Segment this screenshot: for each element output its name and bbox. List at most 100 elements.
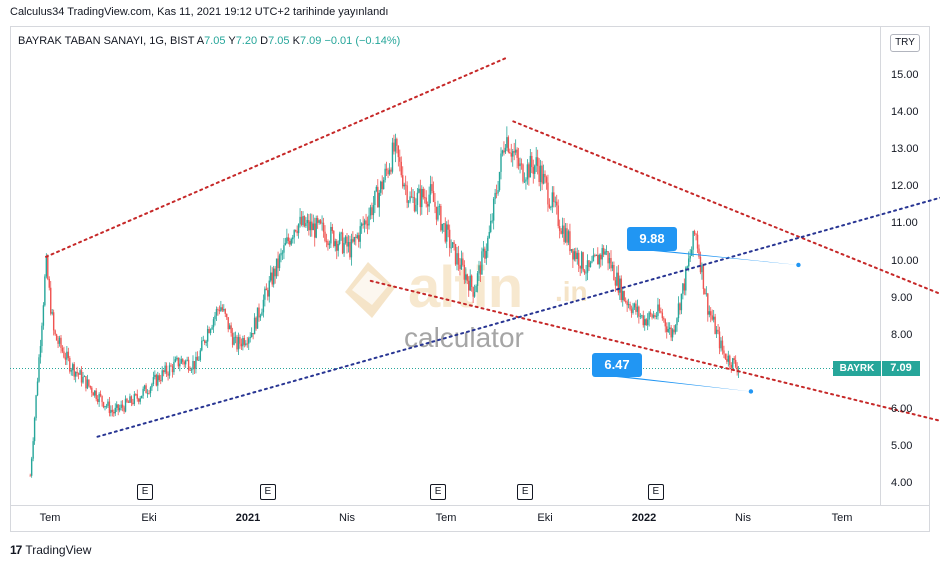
- candle-body: [54, 330, 56, 335]
- candle-body: [388, 169, 391, 175]
- candle-body: [636, 306, 639, 312]
- candle-body: [629, 304, 631, 310]
- earnings-marker-icon[interactable]: E: [647, 484, 664, 500]
- candle-body: [246, 343, 248, 345]
- candle-body: [116, 404, 118, 408]
- x-tick-label: Tem: [435, 512, 457, 524]
- candle-body: [457, 253, 460, 265]
- candle-body: [600, 254, 602, 260]
- candle-body: [350, 239, 353, 258]
- candle-body: [501, 150, 504, 154]
- candle-body: [633, 303, 636, 308]
- candle-body: [35, 395, 37, 419]
- earnings-marker-icon[interactable]: E: [430, 484, 447, 500]
- candle-body: [334, 241, 336, 247]
- candle-body: [622, 291, 624, 301]
- candle-body: [497, 190, 499, 194]
- candle-body: [64, 357, 67, 360]
- candle-body: [208, 329, 210, 333]
- legend-low-label: D: [260, 35, 269, 47]
- candle-body: [670, 327, 672, 338]
- candle-body: [73, 364, 75, 377]
- candle-body: [233, 337, 235, 345]
- candle-body: [80, 370, 83, 383]
- footer-brand[interactable]: 17 TradingView: [10, 543, 91, 557]
- trend-line-3[interactable]: [512, 120, 940, 423]
- candle-body: [393, 142, 395, 152]
- earnings-marker-icon[interactable]: E: [137, 484, 154, 500]
- candle-body: [85, 376, 87, 389]
- candle-body: [473, 292, 476, 297]
- callout-upper[interactable]: 9.88: [627, 227, 677, 251]
- candle-body: [336, 241, 338, 251]
- candle-body: [264, 288, 266, 300]
- candle-body: [406, 185, 408, 203]
- candle-body: [730, 364, 732, 368]
- candle-body: [668, 327, 671, 329]
- candle-body: [682, 283, 684, 294]
- chart-legend: BAYRAK TABAN SANAYI, 1G, BIST A7.05 Y7.2…: [18, 35, 400, 47]
- candle-body: [560, 230, 562, 234]
- candle-body: [132, 402, 134, 404]
- candle-body: [519, 163, 521, 167]
- plot-area[interactable]: [10, 26, 881, 505]
- candle-body: [688, 258, 690, 267]
- candle-body: [595, 254, 598, 256]
- candle-body: [104, 405, 106, 408]
- candle-body: [239, 337, 241, 344]
- candle-body: [99, 393, 102, 396]
- candle-body: [118, 407, 121, 411]
- candle-body: [459, 264, 461, 270]
- candle-body: [576, 252, 578, 260]
- candle-body: [201, 340, 203, 351]
- candle-body: [33, 418, 36, 442]
- candle-body: [271, 272, 273, 285]
- candle-body: [655, 315, 658, 317]
- candle-body: [308, 220, 310, 231]
- candle-body: [428, 194, 430, 207]
- candle-body: [472, 287, 474, 297]
- trend-line-4[interactable]: [96, 107, 940, 438]
- candle-body: [451, 242, 454, 248]
- candle-body: [424, 197, 426, 199]
- candle-body: [88, 379, 90, 386]
- candle-body: [189, 370, 191, 371]
- watermark-sub: calculator: [404, 322, 524, 353]
- currency-button[interactable]: TRY: [890, 34, 920, 52]
- candle-body: [215, 309, 218, 316]
- candle-body: [416, 192, 419, 205]
- candle-body: [718, 331, 721, 349]
- earnings-marker-icon[interactable]: E: [517, 484, 534, 500]
- candle-body: [63, 351, 65, 358]
- candle-body: [677, 303, 680, 319]
- candle-body: [717, 329, 719, 332]
- candle-body: [42, 305, 45, 326]
- callout-lower[interactable]: 6.47: [592, 353, 642, 377]
- ticker-price-tag: BAYRK: [833, 361, 881, 376]
- candle-body: [182, 359, 184, 362]
- candle-body: [490, 220, 492, 232]
- candle-body: [419, 188, 422, 208]
- candle-body: [535, 157, 537, 166]
- published-caption: Calculus34 TradingView.com, Kas 11, 2021…: [10, 6, 389, 18]
- candle-body: [563, 225, 565, 242]
- candle-body: [79, 370, 81, 375]
- candle-body: [534, 165, 536, 174]
- candle-body: [142, 388, 144, 396]
- trend-line-1[interactable]: [45, 57, 507, 258]
- candle-body: [36, 381, 39, 396]
- earnings-marker-icon[interactable]: E: [259, 484, 276, 500]
- candle-body: [311, 221, 313, 231]
- y-tick-label: 13.00: [891, 143, 919, 156]
- candle-body: [589, 262, 592, 268]
- candle-body: [167, 373, 169, 376]
- candle-body: [453, 242, 455, 245]
- y-tick-label: 10.00: [891, 254, 919, 267]
- candle-body: [284, 243, 287, 246]
- candle-body: [456, 253, 458, 265]
- candle-body: [507, 137, 510, 153]
- candle-body: [328, 243, 331, 246]
- candle-body: [51, 312, 53, 314]
- candle-body: [680, 293, 683, 311]
